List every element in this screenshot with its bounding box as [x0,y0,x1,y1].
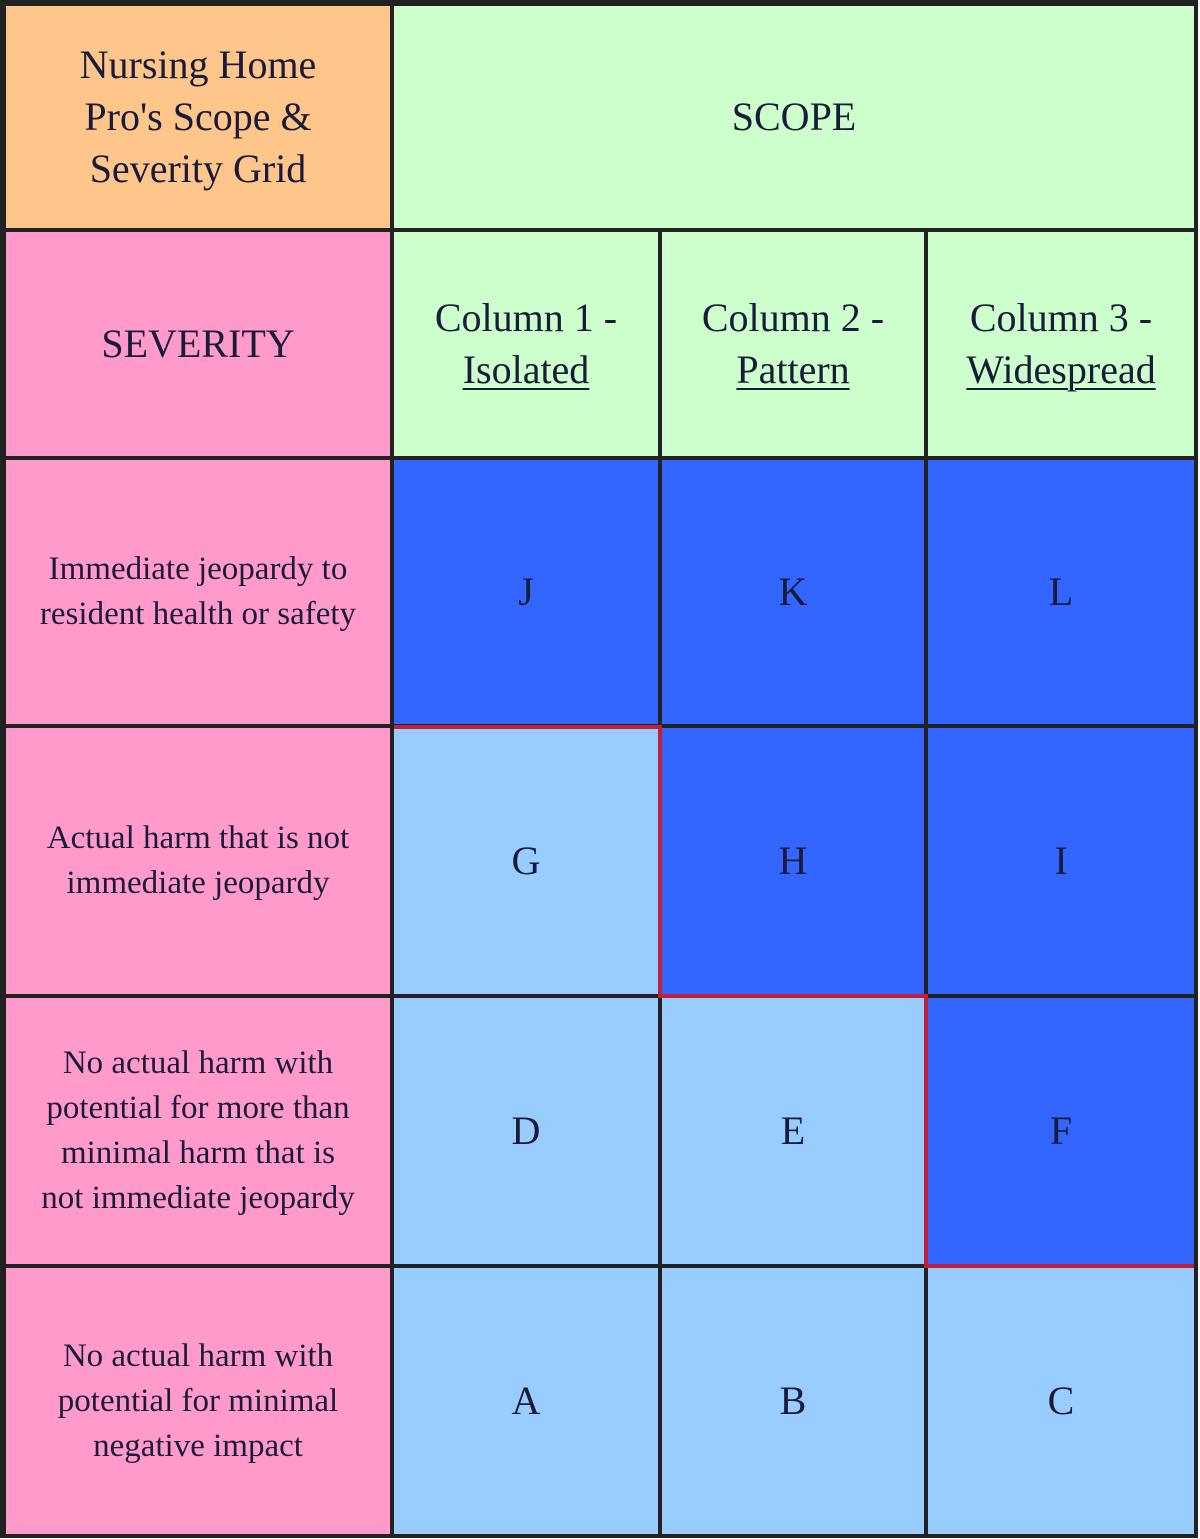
column-type: Isolated [462,347,590,392]
grid-cell: G [392,726,660,996]
grid-letter: B [779,1378,807,1423]
row-label-line: resident health or safety [39,596,357,632]
column-header: Column 2 - Pattern [660,230,926,458]
row-label-line: negative impact [93,1427,303,1464]
grid-letter: F [1049,1108,1073,1153]
row-label-line: Actual harm that is not [46,820,350,856]
grid-letter: D [511,1108,541,1153]
severity-cell: SEVERITY [4,230,392,458]
row-label-line: No actual harm with [62,1045,334,1081]
column-type: Widespread [966,347,1156,392]
column-type: Pattern [736,347,850,392]
column-header: Column 3 - Widespread [926,230,1196,458]
row-label-line: No actual harm with [62,1337,334,1374]
grid-cell: D [392,996,660,1266]
row-label: Immediate jeopardy to resident health or … [4,458,392,726]
title-line: Nursing Home [79,42,317,87]
row-label-line: minimal harm that is [60,1135,336,1171]
grid-cell: J [392,458,660,726]
grid-letter: A [511,1378,541,1423]
column-name: Column 1 - [434,295,618,340]
grid-letter: I [1054,838,1068,883]
grid-letter: J [518,569,534,614]
title-line: Severity Grid [89,146,307,191]
title-line: Pro's Scope & [84,94,312,139]
row-label-line: Immediate jeopardy to [48,551,348,587]
row-label: Actual harm that is not immediate jeopard… [4,726,392,996]
scope-cell: SCOPE [392,4,1196,230]
grid-letter: K [778,569,808,614]
grid-cell: L [926,458,1196,726]
grid-cell: A [392,1266,660,1536]
column-name: Column 3 - [969,295,1153,340]
row-label-line: immediate jeopardy [66,865,330,901]
scope-label: SCOPE [731,94,857,139]
grid-cell: I [926,726,1196,996]
severity-label: SEVERITY [101,321,295,366]
grid-cell: F [926,996,1196,1266]
grid-cell: K [660,458,926,726]
grid-letter: E [780,1108,806,1153]
grid-letter: G [511,838,541,883]
grid-cell: B [660,1266,926,1536]
row-label-line: potential for minimal [57,1382,339,1419]
column-name: Column 2 - [701,295,885,340]
row-label-line: not immediate jeopardy [41,1180,355,1216]
threshold-line [394,725,1194,1268]
row-label-line: potential for more than [46,1090,350,1126]
grid-letter: C [1047,1378,1075,1423]
column-header: Column 1 - Isolated [392,230,660,458]
grid-letter: L [1048,569,1074,614]
title-cell: Nursing Home Pro's Scope & Severity Grid [4,4,392,230]
row-label: No actual harm with potential for more th… [4,996,392,1266]
row-label: No actual harm with potential for minimal… [4,1266,392,1536]
grid-letter: H [778,838,808,883]
